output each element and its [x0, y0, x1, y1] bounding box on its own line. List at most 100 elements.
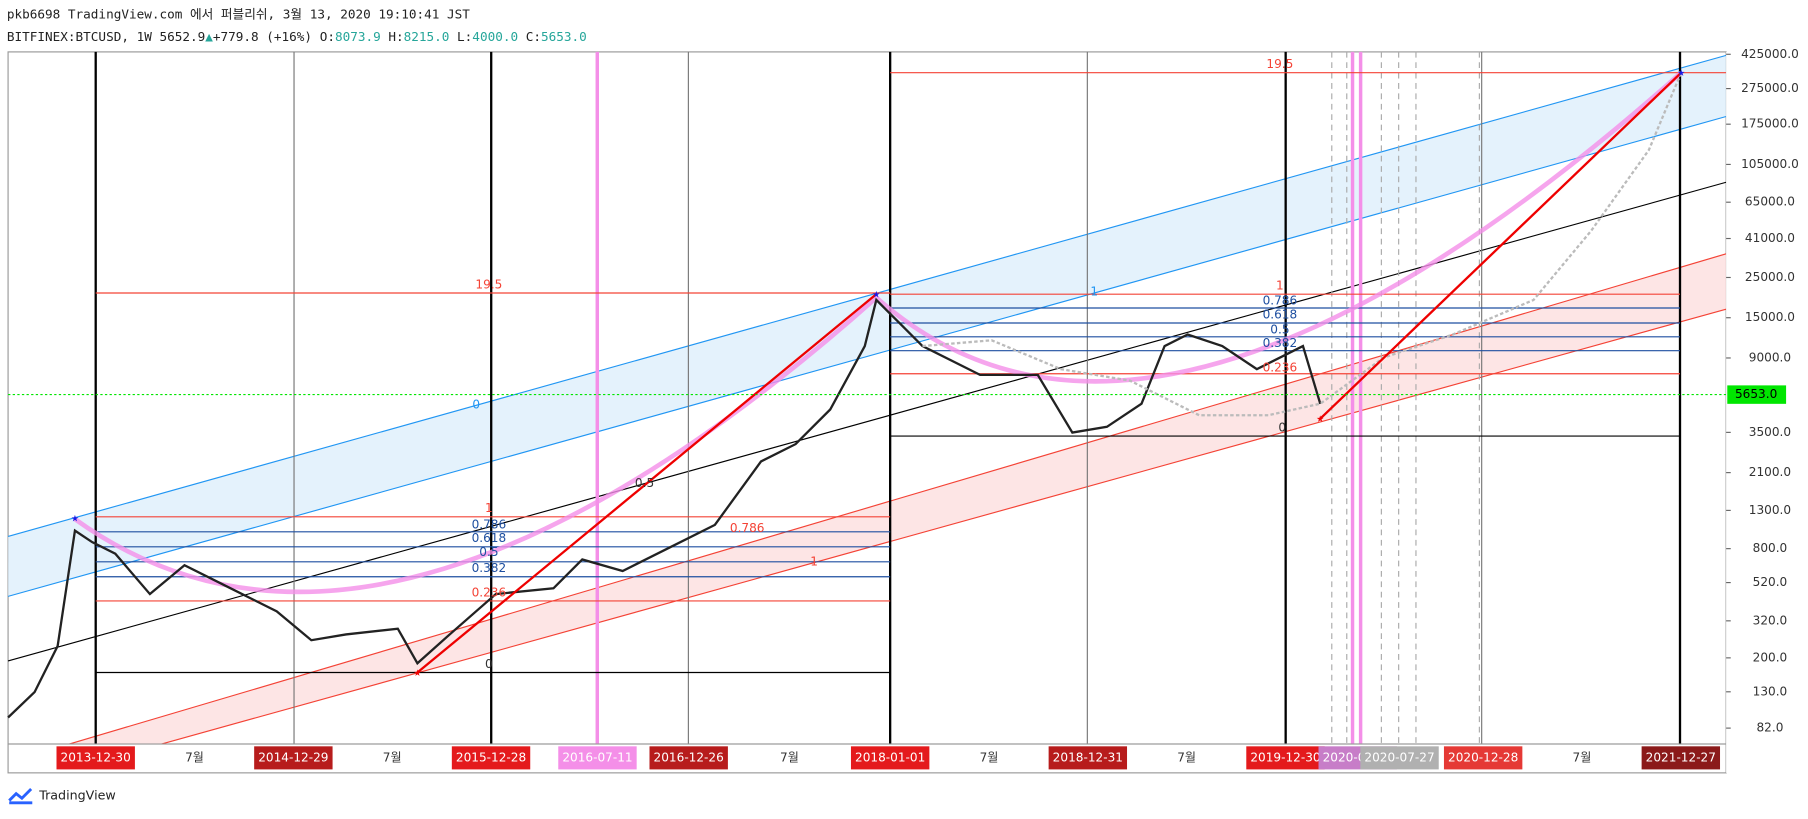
dashed-lines	[1331, 51, 1480, 745]
x-tick-label: 7월	[383, 750, 402, 764]
y-tick-label: 9000.0	[1749, 350, 1791, 364]
svg-text:★: ★	[1316, 410, 1324, 425]
x-tick-label: 2013-12-30	[61, 750, 131, 764]
y-tick-label: 2100.0	[1749, 465, 1791, 479]
y-tick-label: 65000.0	[1745, 195, 1795, 209]
x-tick-label: 7월	[980, 750, 999, 764]
x-tick-label: 2016-07-11	[562, 750, 632, 764]
y-tick-label: 25000.0	[1745, 270, 1795, 284]
fib-label: 0.786	[1263, 294, 1298, 308]
fib-label: 0.618	[472, 531, 507, 545]
y-tick-label: 275000.0	[1741, 81, 1799, 95]
x-label-box	[1246, 746, 1325, 770]
x-label-box	[649, 746, 728, 770]
symbol-line: BITFINEX:BTCUSD, 1W 5652.9▲+779.8 (+16%)…	[7, 28, 587, 43]
channel-line	[161, 308, 1727, 745]
brand: TradingView	[38, 787, 116, 802]
y-tick-label: 41000.0	[1745, 231, 1795, 245]
fib-label: 1	[1090, 284, 1098, 298]
x-tick-label: 2015-12-28	[456, 750, 526, 764]
x-tick-label: 2019-12-30	[1250, 750, 1320, 764]
l-label: L:	[457, 28, 472, 43]
price-path	[7, 297, 1322, 719]
x-tick-label: 2020-12-28	[1448, 750, 1518, 764]
price-axis	[1726, 51, 1808, 773]
x-tick-label: 7월	[185, 750, 204, 764]
ghost-path	[922, 72, 1683, 417]
y-tick-label: 800.0	[1753, 541, 1788, 555]
y-tick-label: 82.0	[1756, 721, 1783, 735]
svg-text:★: ★	[414, 664, 422, 679]
x-label-box	[1641, 746, 1721, 770]
change: +779.8 (+16%)	[213, 28, 312, 43]
x-label-box	[558, 746, 637, 770]
fib-label: 0	[472, 397, 480, 411]
x-tick-label: 2018-01-01	[855, 750, 925, 764]
y-tick-label: 175000.0	[1741, 117, 1799, 131]
blue-channel	[8, 55, 1727, 597]
fib-label: 0.786	[730, 521, 765, 535]
fib-label: 19.5	[1266, 57, 1293, 71]
last: 5652.9	[159, 28, 205, 43]
publish-title: pkb6698 TradingView.com 에서 퍼블리쉬, 3월 13, …	[7, 6, 470, 21]
o-value: 8073.9	[335, 28, 381, 43]
half-lines	[293, 51, 1483, 745]
y-tick-label: 320.0	[1753, 613, 1788, 627]
x-tick-label: 7월	[780, 750, 799, 764]
x-tick-label: 2018-12-31	[1053, 750, 1123, 764]
y-tick-label: 15000.0	[1745, 310, 1795, 324]
o-label: O:	[320, 28, 335, 43]
x-label-box	[254, 746, 333, 770]
fib-label: 0.236	[472, 585, 507, 599]
fib-label: 1	[485, 501, 493, 515]
x-label-box	[1048, 746, 1128, 770]
last-price-label: 5653.0	[1735, 387, 1777, 401]
fib-left	[95, 292, 891, 674]
x-tick-label: 2021-12-27	[1646, 750, 1716, 764]
fib-label: 0.236	[1263, 360, 1298, 374]
svg-text:★: ★	[873, 286, 881, 301]
fib-label: 0	[485, 657, 493, 671]
x-tick-label: 7월	[1177, 750, 1196, 764]
y-tick-label: 1300.0	[1749, 503, 1791, 517]
logo	[8, 787, 33, 805]
fib-label: 0	[1278, 420, 1286, 434]
x-label-box	[56, 746, 135, 770]
fib-label: 1	[1276, 279, 1284, 293]
x-label-box	[1443, 746, 1523, 770]
last-price-box	[1727, 385, 1787, 404]
c-label: C:	[526, 28, 541, 43]
symbol: BITFINEX:BTCUSD, 1W	[7, 28, 152, 43]
x-tick-label: 2020-07-27	[1364, 750, 1434, 764]
y-tick-label: 520.0	[1753, 575, 1788, 589]
fib-label: 0.5	[1270, 322, 1289, 336]
h-value: 8215.0	[404, 28, 450, 43]
x-label-box	[451, 746, 531, 770]
x-tick-label: 7월	[1573, 750, 1592, 764]
fib-label: 1	[810, 554, 818, 568]
plot-area: ★ ★ ★ ★ ★	[7, 51, 1727, 745]
l-value: 4000.0	[472, 28, 518, 43]
fib-label: 0.382	[1263, 336, 1298, 350]
year-lines	[94, 51, 1682, 745]
x-label-box	[850, 746, 930, 770]
pink-lines	[595, 51, 1363, 745]
fib-label: 0.786	[472, 517, 507, 531]
y-tick-label: 425000.0	[1741, 47, 1799, 61]
y-tick-label: 3500.0	[1749, 425, 1791, 439]
fib-label: 19.5	[475, 277, 502, 291]
fib-label: 0.382	[472, 561, 507, 575]
x-tick-label: 2016-12-26	[654, 750, 724, 764]
svg-text:★: ★	[1677, 64, 1685, 79]
arrow: ▲	[205, 28, 213, 43]
fib-label: 0.618	[1263, 307, 1298, 321]
x-label-box	[1360, 746, 1439, 770]
y-tick-label: 200.0	[1753, 650, 1788, 664]
y-tick-label: 105000.0	[1741, 157, 1799, 171]
fib-label: 0.5	[635, 476, 654, 490]
c-value: 5653.0	[541, 28, 587, 43]
x-tick-label: 2014-12-29	[258, 750, 328, 764]
fib-label: 0.5	[479, 545, 498, 559]
stars: ★ ★ ★ ★ ★	[71, 64, 1685, 679]
